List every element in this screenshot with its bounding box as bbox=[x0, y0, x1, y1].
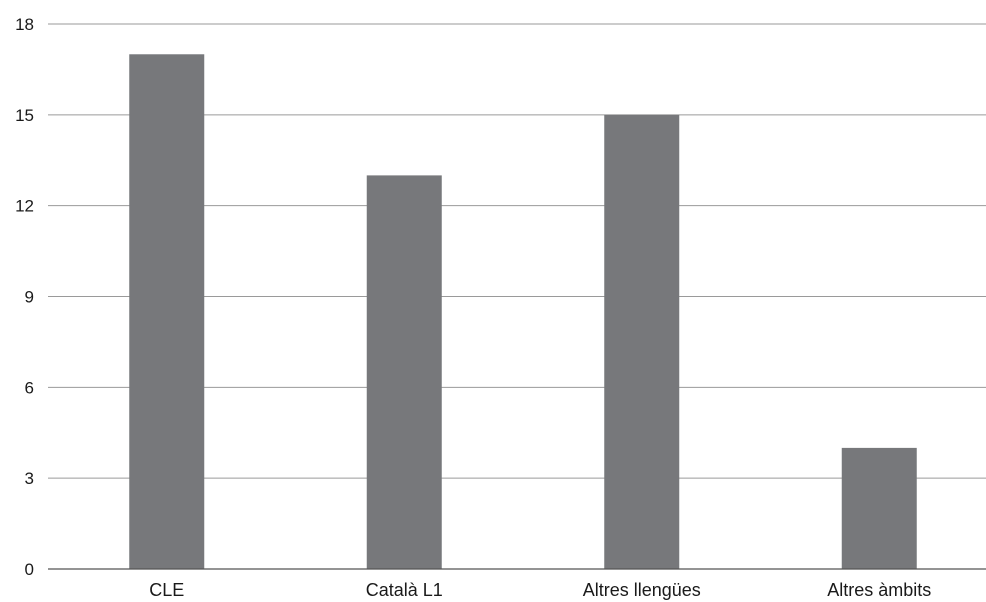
y-tick-label: 12 bbox=[15, 197, 34, 216]
bar-1 bbox=[366, 175, 442, 569]
y-tick-label: 15 bbox=[15, 106, 34, 125]
bar-3 bbox=[841, 447, 917, 569]
y-tick-label: 18 bbox=[15, 15, 34, 34]
y-tick-label: 3 bbox=[25, 469, 34, 488]
x-category-label: Català L1 bbox=[366, 580, 443, 600]
y-tick-label: 6 bbox=[25, 378, 34, 397]
x-axis-category-labels: CLE Català L1 Altres llengües Altres àmbits bbox=[149, 580, 931, 600]
y-axis-tick-labels: 0 3 6 9 12 15 18 bbox=[15, 15, 34, 579]
bar-2 bbox=[604, 114, 680, 569]
x-category-label: CLE bbox=[149, 580, 184, 600]
x-category-label: Altres àmbits bbox=[827, 580, 931, 600]
bars bbox=[129, 54, 917, 570]
y-tick-label: 9 bbox=[25, 288, 34, 307]
x-category-label: Altres llengües bbox=[583, 580, 701, 600]
bar-0 bbox=[129, 54, 205, 570]
y-tick-label: 0 bbox=[25, 560, 34, 579]
grid-lines bbox=[48, 23, 986, 479]
